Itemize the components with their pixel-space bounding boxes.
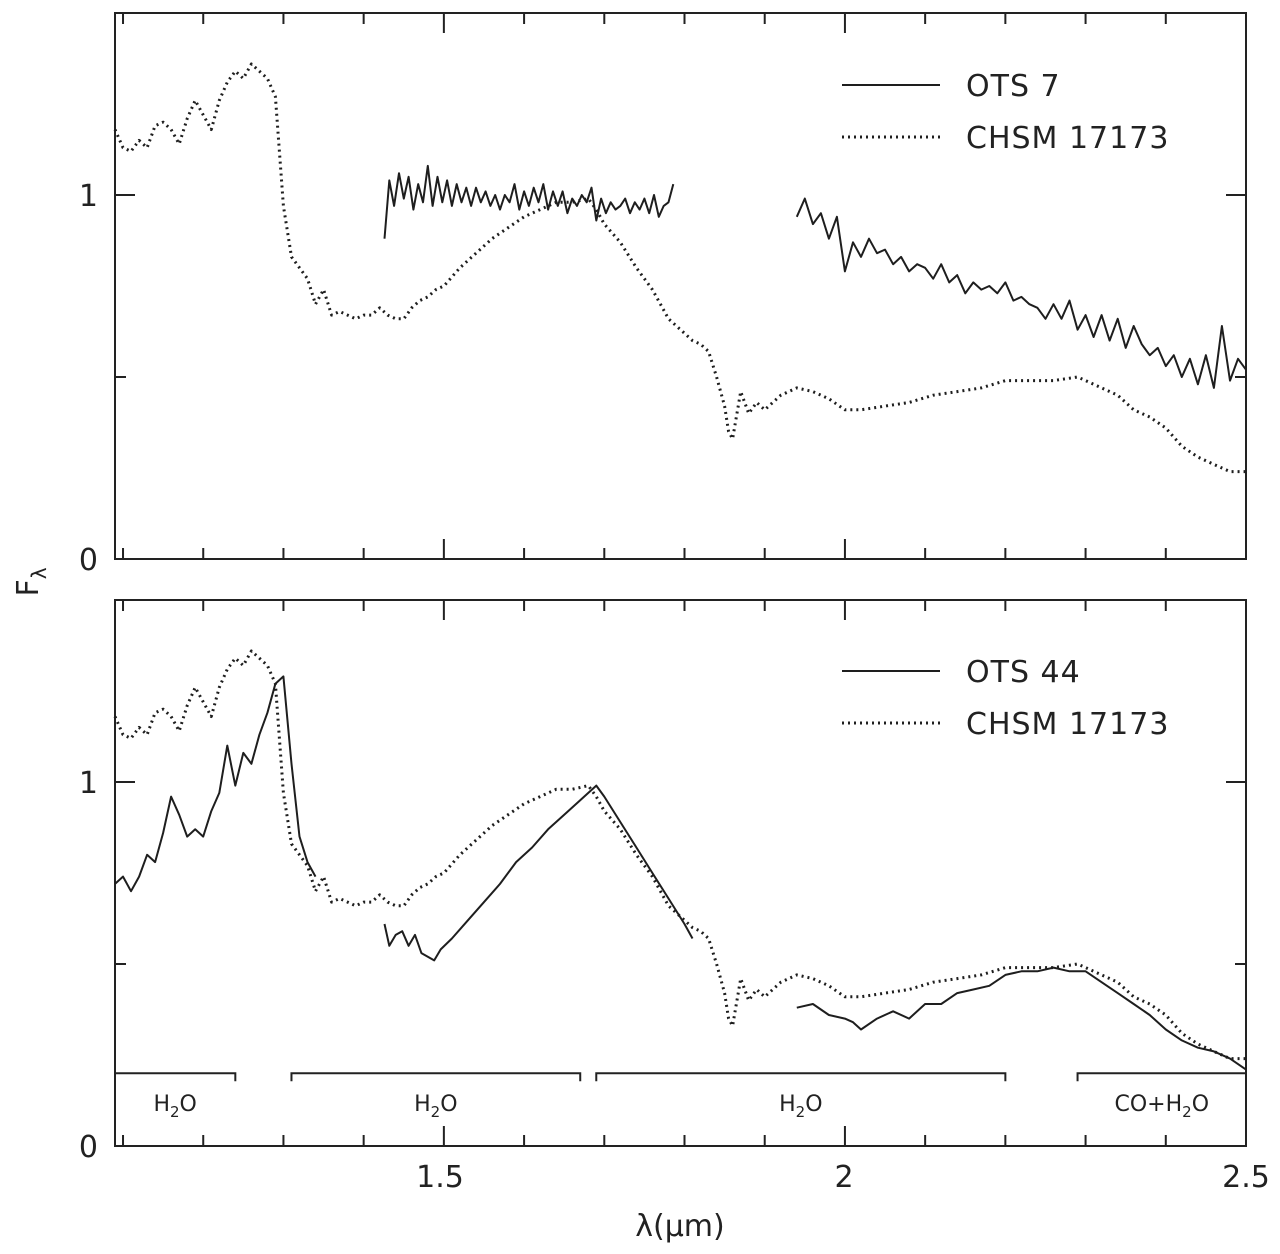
bottom-ytick-label-1: 1 <box>79 766 98 801</box>
band-bracket-2 <box>595 1072 1007 1082</box>
series-1-0-segment-0 <box>114 675 317 893</box>
bottom-panel-frame <box>114 599 1247 1147</box>
xtick-label-2: 2 <box>834 1160 853 1195</box>
xtick-label-2.5: 2.5 <box>1222 1160 1270 1195</box>
x-axis-label: λ(μm) <box>635 1209 724 1244</box>
series-1-1-segment-0 <box>113 649 1246 1061</box>
bottom-legend-label-ots44: OTS 44 <box>966 655 1081 690</box>
bottom-legend: OTS 44 CHSM 17173 <box>842 655 1169 742</box>
band-label-0: H2O <box>153 1092 196 1121</box>
band-label-1: H2O <box>414 1092 457 1121</box>
axis-ticks <box>115 13 1247 1146</box>
bottom-ytick-label-0: 0 <box>79 1130 98 1165</box>
series-1-0-segment-1 <box>383 784 694 962</box>
band-label-3: CO+H2O <box>1115 1092 1210 1121</box>
band-bracket-1 <box>290 1072 582 1082</box>
top-legend: OTS 7 CHSM 17173 <box>842 69 1169 156</box>
series-0-0-segment-0 <box>383 164 675 239</box>
absorption-bands: H2O H2O H2O CO+H2O <box>115 1072 1246 1121</box>
band-bracket-3 <box>1076 1072 1246 1082</box>
band-label-2: H2O <box>779 1092 822 1121</box>
data-lines <box>113 62 1247 1071</box>
xtick-label-1.5: 1.5 <box>416 1160 464 1195</box>
y-axis-label: Fλ <box>11 567 51 596</box>
bottom-legend-label-chsm: CHSM 17173 <box>966 707 1169 742</box>
band-bracket-0 <box>115 1072 237 1082</box>
series-1-0-segment-2 <box>796 966 1247 1071</box>
y-axis-label-main: Fλ <box>11 567 51 596</box>
top-panel-frame <box>114 12 1247 560</box>
top-legend-label-chsm: CHSM 17173 <box>966 121 1169 156</box>
top-legend-label-ots7: OTS 7 <box>966 69 1061 104</box>
series-0-0-segment-1 <box>795 197 1247 389</box>
series-0-1-segment-0 <box>113 62 1246 474</box>
top-ytick-label-0: 0 <box>79 543 98 578</box>
top-ytick-label-1: 1 <box>79 179 98 214</box>
